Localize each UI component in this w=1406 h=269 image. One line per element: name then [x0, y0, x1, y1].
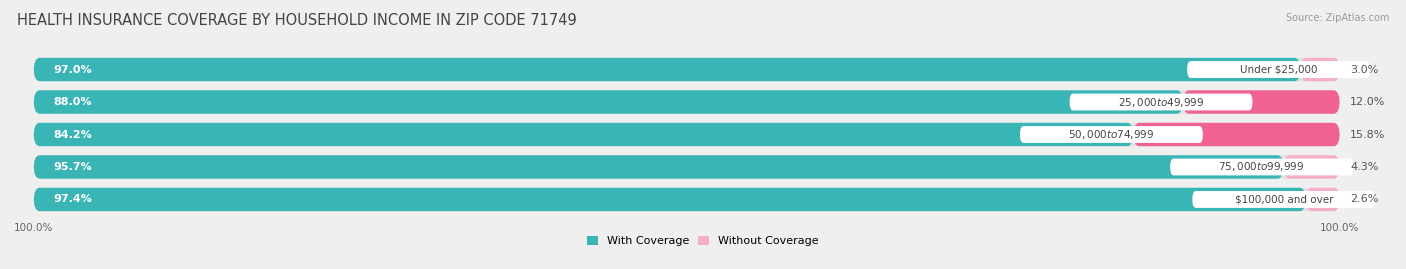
Legend: With Coverage, Without Coverage: With Coverage, Without Coverage — [588, 236, 818, 246]
FancyBboxPatch shape — [34, 90, 1182, 114]
Text: HEALTH INSURANCE COVERAGE BY HOUSEHOLD INCOME IN ZIP CODE 71749: HEALTH INSURANCE COVERAGE BY HOUSEHOLD I… — [17, 13, 576, 29]
FancyBboxPatch shape — [34, 90, 1340, 114]
FancyBboxPatch shape — [1301, 58, 1340, 81]
Text: 15.8%: 15.8% — [1350, 129, 1385, 140]
Text: 95.7%: 95.7% — [53, 162, 91, 172]
Text: 4.3%: 4.3% — [1350, 162, 1378, 172]
Text: $75,000 to $99,999: $75,000 to $99,999 — [1219, 161, 1305, 174]
FancyBboxPatch shape — [1170, 158, 1353, 175]
FancyBboxPatch shape — [34, 123, 1340, 146]
FancyBboxPatch shape — [1019, 126, 1202, 143]
FancyBboxPatch shape — [1182, 90, 1340, 114]
Text: 97.0%: 97.0% — [53, 65, 91, 75]
Text: 97.4%: 97.4% — [53, 194, 93, 204]
FancyBboxPatch shape — [1284, 155, 1340, 179]
Text: 84.2%: 84.2% — [53, 129, 91, 140]
Text: $100,000 and over: $100,000 and over — [1234, 194, 1333, 204]
FancyBboxPatch shape — [34, 155, 1284, 179]
FancyBboxPatch shape — [1192, 191, 1375, 208]
FancyBboxPatch shape — [1306, 188, 1340, 211]
Text: Source: ZipAtlas.com: Source: ZipAtlas.com — [1285, 13, 1389, 23]
Text: 88.0%: 88.0% — [53, 97, 91, 107]
Text: $25,000 to $49,999: $25,000 to $49,999 — [1118, 95, 1204, 108]
Text: 3.0%: 3.0% — [1350, 65, 1378, 75]
FancyBboxPatch shape — [34, 188, 1306, 211]
FancyBboxPatch shape — [1070, 94, 1253, 111]
FancyBboxPatch shape — [34, 58, 1301, 81]
FancyBboxPatch shape — [34, 155, 1340, 179]
Text: 2.6%: 2.6% — [1350, 194, 1378, 204]
FancyBboxPatch shape — [34, 58, 1340, 81]
FancyBboxPatch shape — [34, 123, 1133, 146]
FancyBboxPatch shape — [1187, 61, 1369, 78]
Text: 12.0%: 12.0% — [1350, 97, 1385, 107]
FancyBboxPatch shape — [1133, 123, 1340, 146]
Text: $50,000 to $74,999: $50,000 to $74,999 — [1069, 128, 1154, 141]
FancyBboxPatch shape — [34, 188, 1340, 211]
Text: Under $25,000: Under $25,000 — [1240, 65, 1317, 75]
